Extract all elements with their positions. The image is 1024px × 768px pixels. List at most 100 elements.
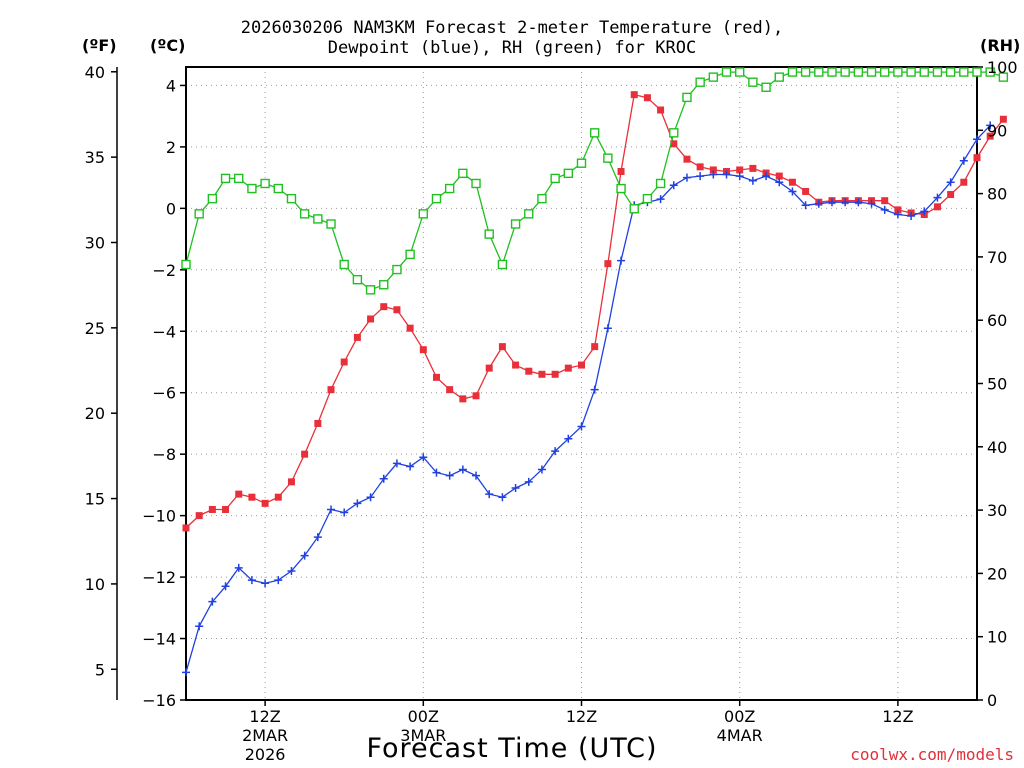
temperature-point xyxy=(222,505,230,513)
rh-point xyxy=(945,67,956,77)
temperature-point xyxy=(195,512,203,520)
rh-point xyxy=(695,77,705,87)
rh-point xyxy=(774,72,784,82)
temperature-point xyxy=(788,178,796,186)
dewpoint-point xyxy=(234,563,243,572)
dewpoint-point xyxy=(986,121,995,130)
source-credit: coolwx.com/models xyxy=(850,745,1014,764)
rh-point xyxy=(932,67,943,77)
dewpoint-point xyxy=(366,493,375,502)
axes-layer xyxy=(111,66,983,706)
dewpoint-point xyxy=(564,434,573,443)
fahrenheit-tick-label: 20 xyxy=(85,404,105,423)
temperature-point xyxy=(380,303,388,311)
rh-point xyxy=(273,183,283,194)
dewpoint-point xyxy=(537,465,546,474)
temperature-point xyxy=(604,260,612,268)
dewpoint-point xyxy=(313,533,322,542)
temperature-point xyxy=(393,306,401,314)
rh-point xyxy=(550,173,560,184)
dewpoint-point xyxy=(722,170,731,179)
dewpoint-point xyxy=(195,622,204,631)
dewpoint-point xyxy=(247,576,256,585)
temperature-point xyxy=(947,191,955,199)
temperature-point xyxy=(274,493,282,501)
dewpoint-series xyxy=(182,121,995,677)
celsius-tick-label: 0 xyxy=(166,199,176,218)
rh-tick-label: 0 xyxy=(987,691,997,710)
rh-point xyxy=(299,209,310,219)
temperature-point xyxy=(472,392,480,400)
dewpoint-point xyxy=(458,465,467,474)
temperature-point xyxy=(564,364,572,372)
temperature-point xyxy=(960,178,968,186)
dewpoint-point xyxy=(959,156,968,165)
dewpoint-point xyxy=(946,178,955,187)
rh-point xyxy=(880,67,890,77)
temperature-series xyxy=(182,91,1007,532)
dewpoint-point xyxy=(788,187,797,196)
rh-series xyxy=(181,67,1009,295)
rh-point xyxy=(919,67,929,77)
temperature-point xyxy=(485,364,493,372)
rh-point xyxy=(603,153,613,163)
dewpoint-point xyxy=(379,474,388,483)
celsius-tick-label: −14 xyxy=(142,630,176,649)
dewpoint-point xyxy=(841,198,850,207)
dewpoint-point xyxy=(274,576,283,585)
temperature-point xyxy=(591,343,599,351)
rh-point xyxy=(181,259,191,270)
rh-point xyxy=(326,219,336,229)
dewpoint-point xyxy=(511,483,520,492)
dewpoint-point xyxy=(340,508,349,517)
rh-point xyxy=(998,72,1009,82)
dewpoint-point xyxy=(419,453,428,462)
rh-tick-label: 20 xyxy=(987,564,1007,583)
dewpoint-point xyxy=(472,471,481,480)
x-tick-date-label: 2MAR xyxy=(242,726,288,745)
dewpoint-point xyxy=(485,490,494,499)
rh-point xyxy=(286,193,297,204)
temperature-point xyxy=(578,361,585,369)
dewpoint-point xyxy=(590,385,599,394)
rh-point xyxy=(721,67,732,77)
dewpoint-point xyxy=(406,462,415,471)
temperature-point xyxy=(709,166,717,174)
dewpoint-point xyxy=(392,459,401,468)
temperature-line xyxy=(185,93,1004,529)
celsius-tick-label: −8 xyxy=(152,445,176,464)
rh-point xyxy=(669,128,679,138)
dewpoint-point xyxy=(762,172,771,181)
chart-title-line-2: Dewpoint (blue), RH (green) for KROC xyxy=(327,38,697,58)
temperature-point xyxy=(973,154,981,162)
rh-point xyxy=(787,67,798,77)
series-layer xyxy=(181,67,1009,677)
dewpoint-point xyxy=(827,198,836,207)
temperature-point xyxy=(683,155,691,163)
rh-point xyxy=(379,280,389,290)
temperature-point xyxy=(182,524,190,532)
rh-point xyxy=(392,264,402,275)
rh-point xyxy=(220,173,231,184)
rh-tick-label: 90 xyxy=(987,121,1007,140)
rh-point xyxy=(365,285,376,295)
celsius-tick-label: 2 xyxy=(166,138,176,157)
rh-point xyxy=(840,67,850,77)
rh-point xyxy=(458,168,468,179)
rh-point xyxy=(972,67,982,77)
dewpoint-point xyxy=(880,205,889,214)
celsius-tick-label: 4 xyxy=(166,76,176,95)
temperature-point xyxy=(551,370,559,378)
x-tick-label: 12Z xyxy=(566,707,597,726)
x-tick-year-label: 2026 xyxy=(245,745,286,764)
rh-point xyxy=(524,209,534,219)
dewpoint-point xyxy=(669,181,678,190)
rh-point xyxy=(484,229,494,239)
temperature-point xyxy=(432,373,440,381)
chart-title-line-1: 2026030206 NAM3KM Forecast 2-meter Tempe… xyxy=(240,18,784,38)
dewpoint-line xyxy=(185,124,991,673)
fahrenheit-tick-label: 5 xyxy=(95,660,105,679)
x-tick-date-label: 4MAR xyxy=(717,726,763,745)
temperature-point xyxy=(446,386,454,394)
